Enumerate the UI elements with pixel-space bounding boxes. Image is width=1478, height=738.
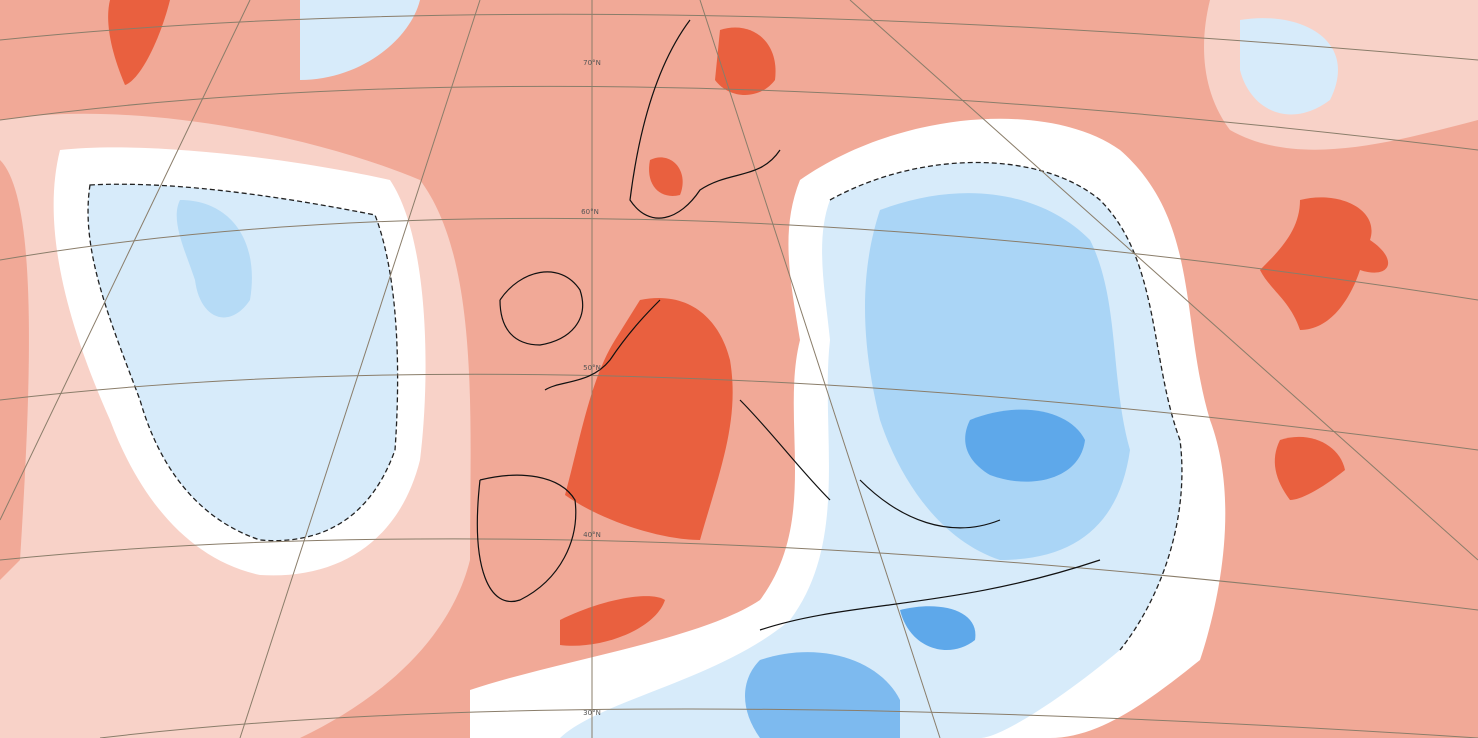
graticule [0, 85, 1478, 151]
hot-anomaly [565, 298, 733, 540]
latitude-label: 50°N [583, 364, 601, 372]
graticule [0, 373, 1478, 451]
meridian [849, 0, 1478, 561]
coastline [476, 19, 1101, 631]
latitude-label: 40°N [583, 531, 601, 539]
meridian [239, 0, 481, 738]
graticule [0, 217, 1478, 301]
graticule [0, 538, 1478, 611]
latitude-label: 60°N [581, 208, 599, 216]
meridian [0, 0, 251, 521]
latitude-label: 30°N [583, 709, 601, 717]
graticule [0, 13, 1478, 61]
cool-anomaly [300, 0, 420, 80]
hot-anomaly [1260, 197, 1389, 330]
hot-anomaly [108, 0, 170, 85]
cool-anomaly [88, 184, 398, 541]
contour [829, 161, 1183, 651]
cool-anomaly [176, 200, 252, 318]
hot-anomaly [1274, 436, 1345, 500]
meridian [699, 0, 941, 738]
hot-anomaly [649, 157, 683, 196]
cold-anomaly [965, 409, 1085, 482]
cold-anomaly [745, 652, 900, 738]
hot-anomaly [715, 27, 776, 95]
graticule [99, 708, 1478, 738]
hot-anomaly [560, 596, 665, 646]
contour [87, 183, 399, 542]
cold-anomaly [900, 606, 976, 650]
latitude-label: 70°N [583, 59, 601, 67]
